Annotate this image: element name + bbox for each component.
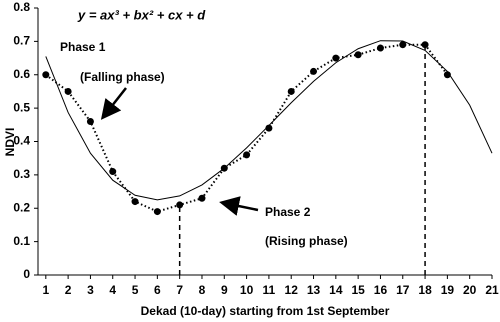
y-tick-label: 0.4 bbox=[13, 134, 30, 148]
y-tick-label: 0.3 bbox=[13, 167, 30, 181]
equation: y = ax³ + bx² + cx + d bbox=[77, 7, 206, 22]
x-tick-label: 12 bbox=[285, 283, 299, 297]
x-axis-label: Dekad (10-day) starting from 1st Septemb… bbox=[141, 304, 390, 318]
x-tick-label: 19 bbox=[441, 283, 455, 297]
data-point bbox=[42, 71, 50, 79]
y-axis-label: NDVI bbox=[3, 128, 17, 157]
annotation: (Rising phase) bbox=[265, 234, 348, 248]
data-point bbox=[86, 117, 94, 125]
data-point bbox=[265, 124, 273, 132]
y-tick-label: 0.5 bbox=[13, 100, 30, 114]
x-tick-label: 9 bbox=[221, 283, 228, 297]
x-tick-label: 3 bbox=[87, 283, 94, 297]
x-tick-label: 21 bbox=[485, 283, 499, 297]
x-tick-label: 13 bbox=[307, 283, 321, 297]
y-tick-label: 0 bbox=[23, 267, 30, 281]
x-tick-label: 7 bbox=[176, 283, 183, 297]
arrow bbox=[219, 196, 259, 216]
x-tick-label: 6 bbox=[154, 283, 161, 297]
data-point bbox=[376, 44, 384, 52]
x-tick-label: 18 bbox=[418, 283, 432, 297]
data-point bbox=[332, 54, 340, 62]
annotation: (Falling phase) bbox=[80, 70, 165, 84]
arrow bbox=[100, 87, 127, 120]
annotation: Phase 2 bbox=[265, 205, 311, 219]
data-point bbox=[176, 201, 184, 209]
data-point bbox=[287, 87, 295, 95]
data-point bbox=[310, 67, 318, 75]
y-tick-label: 0.6 bbox=[13, 67, 30, 81]
data-point bbox=[131, 198, 139, 206]
y-tick-label: 0.1 bbox=[13, 234, 30, 248]
x-tick-label: 8 bbox=[199, 283, 206, 297]
annotation: Phase 1 bbox=[60, 40, 106, 54]
data-point bbox=[153, 208, 161, 216]
data-point bbox=[421, 41, 429, 49]
x-tick-label: 5 bbox=[132, 283, 139, 297]
x-tick-label: 15 bbox=[351, 283, 365, 297]
x-tick-label: 1 bbox=[42, 283, 49, 297]
y-tick-label: 0.7 bbox=[13, 34, 30, 48]
data-point bbox=[109, 168, 117, 176]
x-tick-label: 17 bbox=[396, 283, 410, 297]
data-point bbox=[354, 51, 362, 59]
x-tick-label: 14 bbox=[329, 283, 343, 297]
x-tick-label: 20 bbox=[463, 283, 477, 297]
x-tick-label: 10 bbox=[240, 283, 254, 297]
data-point bbox=[243, 151, 251, 159]
data-point bbox=[399, 41, 407, 49]
x-tick-label: 11 bbox=[263, 283, 276, 297]
x-tick-label: 16 bbox=[374, 283, 388, 297]
x-tick-label: 2 bbox=[65, 283, 72, 297]
data-point bbox=[443, 71, 451, 79]
x-tick-label: 4 bbox=[109, 283, 116, 297]
y-tick-label: 0.2 bbox=[13, 200, 30, 214]
y-tick-label: 0.8 bbox=[13, 0, 30, 14]
data-point bbox=[220, 164, 228, 172]
data-point bbox=[64, 87, 72, 95]
data-point bbox=[198, 194, 206, 202]
